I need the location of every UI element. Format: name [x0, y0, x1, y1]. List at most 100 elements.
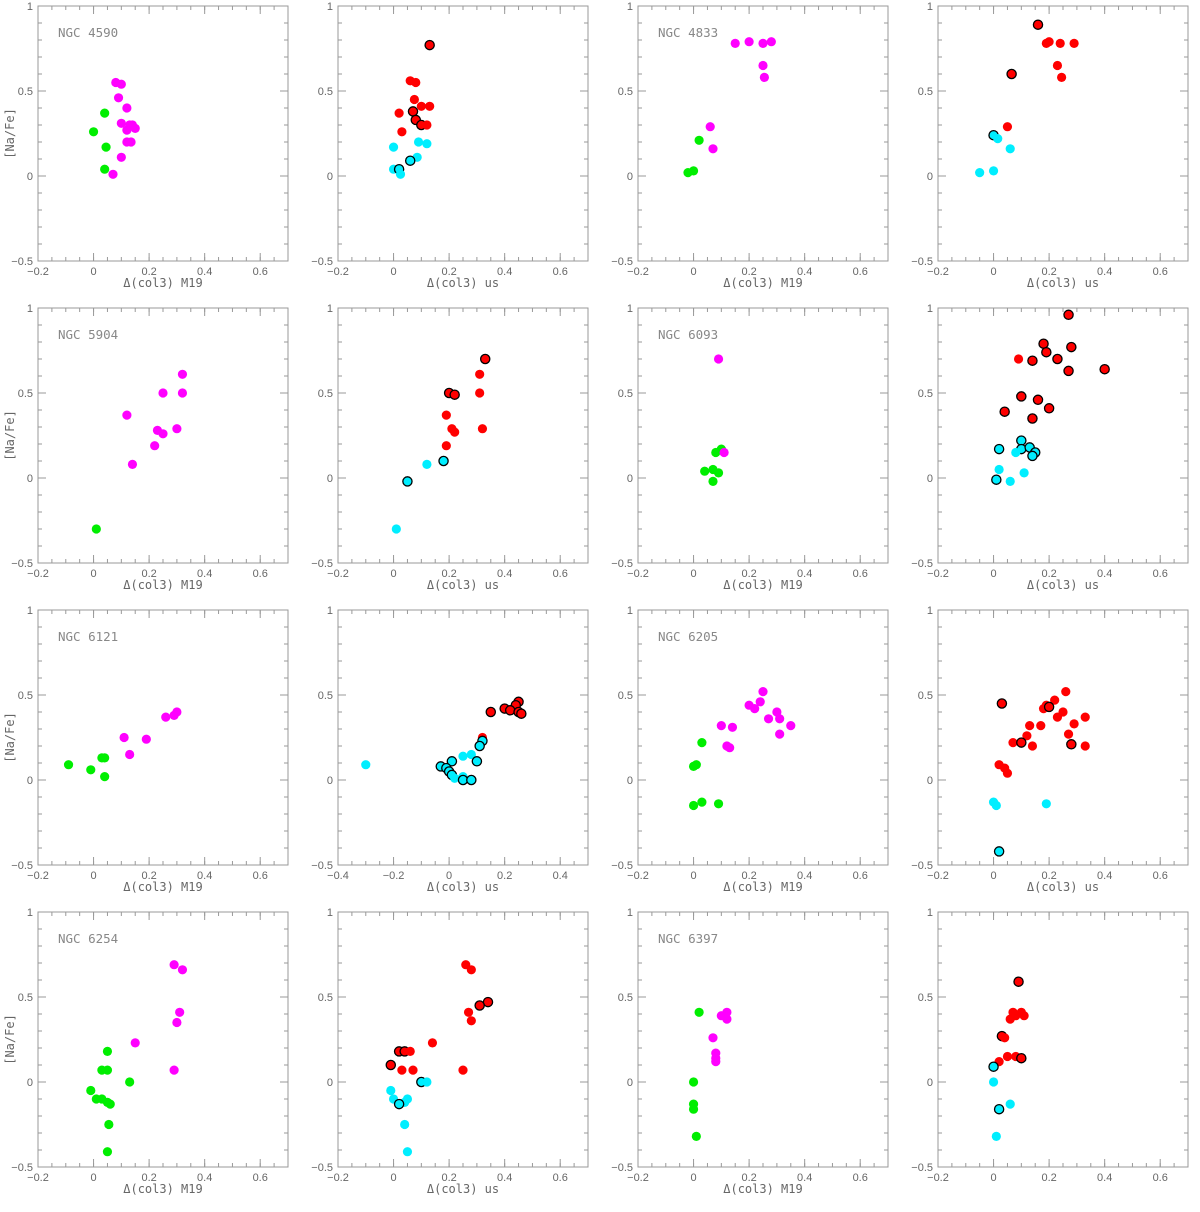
cyan-data-point	[993, 846, 1005, 857]
magenta-data-point	[708, 144, 718, 154]
red-data-point	[450, 427, 460, 437]
x-tick-label: 0	[990, 266, 996, 278]
x-axis-label: Δ(col3) M19	[723, 578, 802, 592]
y-tick-label: −0.5	[911, 256, 933, 268]
scatter-panel: −0.4 −0.2 0 0.2 0.4 −0.5 0 0.5 1 Δ(col3) us	[300, 605, 600, 908]
green-data-point	[100, 164, 110, 174]
x-axis-label: Δ(col3) us	[1027, 578, 1099, 592]
x-tick-label: −0.2	[627, 1172, 649, 1184]
cyan-data-point	[400, 1119, 410, 1130]
red-data-point	[385, 1059, 397, 1071]
red-data-point	[427, 1038, 438, 1048]
x-tick-label: 0.2	[1041, 870, 1056, 882]
scatter-plot: −0.2 0 0.2 0.4 0.6 −0.5 0 0.5 1 Δ(col3) us	[311, 907, 589, 1196]
magenta-data-point	[161, 712, 171, 722]
y-tick-label: 1	[27, 1, 33, 13]
x-tick-label: 0.6	[553, 568, 568, 580]
red-data-point	[1011, 1011, 1021, 1021]
y-tick-label: 0	[627, 775, 633, 787]
scatter-panel: −0.2 0 0.2 0.4 0.6 −0.5 0 0.5 1 Δ(col3) M19 [Na/Fe…	[0, 1, 300, 304]
y-tick-label: 0	[927, 171, 933, 183]
green-data-point	[697, 797, 707, 807]
red-data-point	[1000, 1033, 1010, 1043]
cyan-data-point	[1016, 435, 1027, 446]
x-tick-label: −0.2	[627, 568, 649, 580]
green-data-point	[86, 765, 96, 775]
cyan-data-point	[994, 464, 1004, 475]
y-axis-label: [Na/Fe]	[3, 712, 17, 763]
cyan-data-point	[991, 1131, 1001, 1141]
cyan-data-point	[1005, 144, 1015, 154]
x-tick-label: −0.2	[327, 568, 349, 580]
x-axis-label: Δ(col3) M19	[123, 1182, 202, 1196]
cyan-data-point	[1011, 447, 1021, 458]
scatter-panel: −0.2 0 0.2 0.4 0.6 −0.5 0 0.5 1 Δ(col3) us	[900, 605, 1200, 908]
x-tick-label: 0.2	[141, 870, 156, 882]
cyan-data-point	[402, 476, 413, 487]
x-tick-label: 0.4	[797, 568, 812, 580]
green-data-point	[700, 466, 710, 476]
red-data-point	[441, 410, 451, 420]
red-data-point	[405, 1046, 415, 1056]
x-tick-label: −0.2	[627, 870, 649, 882]
magenta-data-point	[722, 1014, 732, 1024]
red-data-point	[475, 369, 485, 379]
cyan-data-point	[438, 455, 449, 467]
x-tick-label: 0.2	[1041, 1172, 1056, 1184]
x-tick-label: 0.2	[741, 266, 756, 278]
x-axis-label: Δ(col3) us	[427, 276, 499, 290]
green-data-point	[688, 800, 699, 811]
plot-frame	[937, 5, 1189, 262]
magenta-data-point	[172, 424, 182, 434]
magenta-data-point	[775, 714, 785, 724]
green-data-point	[125, 1077, 135, 1087]
green-data-point	[101, 142, 111, 152]
x-tick-label: 0.6	[553, 1172, 568, 1184]
red-data-point	[409, 94, 419, 105]
x-tick-label: −0.2	[627, 266, 649, 278]
magenta-data-point	[727, 722, 738, 732]
red-data-point	[1052, 712, 1063, 722]
x-tick-label: −0.4	[327, 870, 349, 882]
panel-title: NGC 6254	[58, 931, 118, 946]
panel-title: NGC 4590	[58, 25, 118, 40]
magenta-data-point	[172, 1017, 182, 1028]
x-tick-label: 0.6	[1153, 870, 1168, 882]
y-tick-label: 0	[327, 171, 333, 183]
magenta-data-point	[763, 714, 774, 724]
red-data-point	[441, 441, 451, 451]
scatter-panel: −0.2 0 0.2 0.4 0.6 −0.5 0 0.5 1 Δ(col3) us	[300, 303, 600, 606]
scatter-plot: −0.2 0 0.2 0.4 0.6 −0.5 0 0.5 1 Δ(col3) M19 NGC 60…	[611, 303, 889, 592]
x-tick-label: 0.4	[197, 266, 212, 278]
y-tick-label: 0.5	[918, 992, 933, 1004]
scatter-panel: −0.2 0 0.2 0.4 0.6 −0.5 0 0.5 1 Δ(col3) M19 NGC 62…	[600, 605, 900, 908]
scatter-plot: −0.2 0 0.2 0.4 0.6 −0.5 0 0.5 1 Δ(col3) M19 [Na/Fe…	[3, 605, 289, 894]
x-tick-label: −0.2	[27, 1172, 49, 1184]
scatter-panel: −0.2 0 0.2 0.4 0.6 −0.5 0 0.5 1 Δ(col3) us	[900, 303, 1200, 606]
plot-frame	[337, 307, 589, 564]
scatter-plot: −0.2 0 0.2 0.4 0.6 −0.5 0 0.5 1 Δ(col3) us	[311, 1, 589, 290]
y-axis-label: [Na/Fe]	[3, 410, 17, 461]
red-data-point	[1008, 738, 1018, 748]
magenta-data-point	[705, 122, 715, 132]
y-tick-label: −0.5	[11, 558, 33, 570]
x-tick-label: 0	[390, 568, 396, 580]
red-data-point	[411, 77, 421, 88]
x-tick-label: 0	[990, 870, 996, 882]
plot-frame	[637, 5, 889, 262]
scatter-panel: −0.2 0 0.2 0.4 0.6 −0.5 0 0.5 1 Δ(col3) M19 NGC 60…	[600, 303, 900, 606]
red-data-point	[1041, 346, 1052, 358]
cyan-data-point	[1019, 468, 1029, 478]
green-data-point	[688, 1104, 699, 1114]
y-tick-label: 1	[27, 907, 33, 919]
green-data-point	[697, 738, 707, 748]
cyan-data-point	[466, 749, 476, 760]
red-data-point	[516, 708, 527, 719]
x-axis-label: Δ(col3) M19	[723, 880, 802, 894]
x-tick-label: 0.6	[553, 266, 568, 278]
x-tick-label: 0	[90, 870, 96, 882]
magenta-data-point	[177, 965, 188, 975]
magenta-data-point	[125, 749, 135, 760]
red-data-point	[1002, 768, 1013, 778]
